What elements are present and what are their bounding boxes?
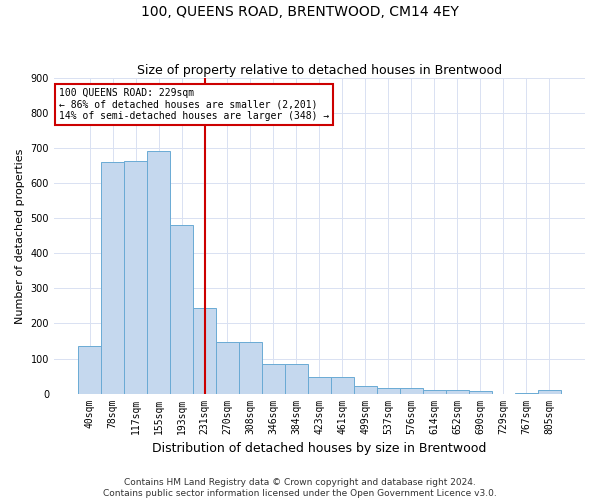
Bar: [239, 342, 262, 394]
Bar: [331, 377, 354, 394]
Bar: [101, 162, 124, 394]
Bar: [469, 391, 492, 394]
Y-axis label: Number of detached properties: Number of detached properties: [15, 148, 25, 324]
Bar: [377, 388, 400, 394]
Bar: [354, 386, 377, 394]
Bar: [423, 390, 446, 394]
Bar: [285, 364, 308, 394]
Bar: [78, 346, 101, 394]
Text: 100, QUEENS ROAD, BRENTWOOD, CM14 4EY: 100, QUEENS ROAD, BRENTWOOD, CM14 4EY: [141, 5, 459, 19]
Text: Contains HM Land Registry data © Crown copyright and database right 2024.
Contai: Contains HM Land Registry data © Crown c…: [103, 478, 497, 498]
Bar: [170, 226, 193, 394]
Bar: [147, 150, 170, 394]
Bar: [262, 364, 285, 394]
Text: 100 QUEENS ROAD: 229sqm
← 86% of detached houses are smaller (2,201)
14% of semi: 100 QUEENS ROAD: 229sqm ← 86% of detache…: [59, 88, 329, 121]
Bar: [400, 388, 423, 394]
Bar: [446, 390, 469, 394]
Title: Size of property relative to detached houses in Brentwood: Size of property relative to detached ho…: [137, 64, 502, 77]
X-axis label: Distribution of detached houses by size in Brentwood: Distribution of detached houses by size …: [152, 442, 487, 455]
Bar: [308, 377, 331, 394]
Bar: [124, 160, 147, 394]
Bar: [193, 308, 216, 394]
Bar: [538, 390, 561, 394]
Bar: [216, 342, 239, 394]
